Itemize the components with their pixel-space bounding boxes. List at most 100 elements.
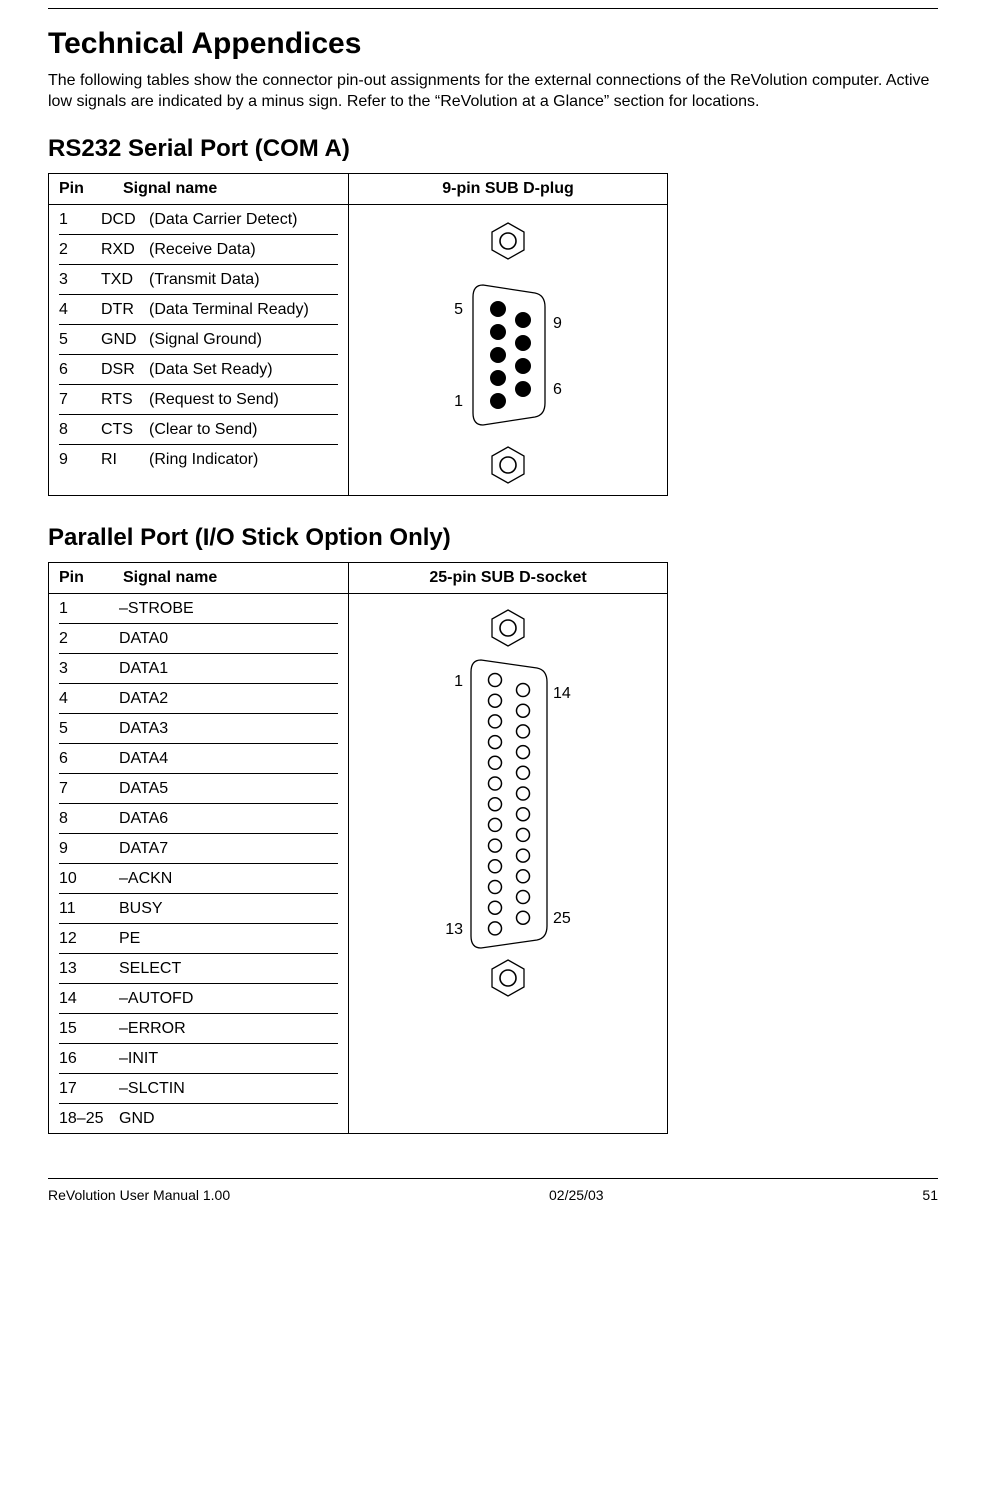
parallel-hdr-signal: Signal name [123, 569, 338, 587]
pin-num: 16 [59, 1050, 119, 1068]
table-row: 10–ACKN [49, 864, 348, 893]
pin-num: 1 [59, 211, 101, 229]
pin-abbr: GND [101, 331, 149, 349]
table-row: 6DSR(Data Set Ready) [49, 355, 348, 384]
db25-lbl-13: 13 [445, 921, 463, 938]
pin-signal: –SLCTIN [119, 1080, 338, 1098]
intro-paragraph: The following tables show the connector … [48, 71, 938, 113]
rs232-hdr-signal: Signal name [123, 180, 338, 198]
table-row: 13SELECT [49, 954, 348, 983]
db25-lbl-25: 25 [553, 910, 571, 927]
pin-num: 6 [59, 361, 101, 379]
pin-desc: (Data Set Ready) [149, 361, 338, 379]
pin-signal: DATA0 [119, 630, 338, 648]
db9-lbl-5: 5 [454, 301, 463, 318]
pin-desc: (Request to Send) [149, 391, 338, 409]
rs232-hdr-diagram: 9-pin SUB D-plug [349, 174, 667, 204]
table-row: 4DTR(Data Terminal Ready) [49, 295, 348, 324]
pin-num: 7 [59, 391, 101, 409]
db25-lbl-14: 14 [553, 685, 571, 702]
pin-signal: –ACKN [119, 870, 338, 888]
table-row: 8CTS(Clear to Send) [49, 415, 348, 444]
table-row: 2RXD(Receive Data) [49, 235, 348, 264]
table-row: 17–SLCTIN [49, 1074, 348, 1103]
footer-left: ReVolution User Manual 1.00 [48, 1187, 230, 1203]
table-row: 7DATA5 [49, 774, 348, 803]
pin-num: 14 [59, 990, 119, 1008]
pin-signal: DATA7 [119, 840, 338, 858]
pin-desc: (Data Carrier Detect) [149, 211, 338, 229]
pin-abbr: RTS [101, 391, 149, 409]
pin-signal: SELECT [119, 960, 338, 978]
table-row: 3DATA1 [49, 654, 348, 683]
pin-num: 18–25 [59, 1110, 119, 1128]
pin-signal: DATA1 [119, 660, 338, 678]
table-row: 2DATA0 [49, 624, 348, 653]
pin-num: 7 [59, 780, 119, 798]
pin-abbr: DSR [101, 361, 149, 379]
table-row: 6DATA4 [49, 744, 348, 773]
pin-num: 6 [59, 750, 119, 768]
pin-signal: BUSY [119, 900, 338, 918]
table-row: 8DATA6 [49, 804, 348, 833]
pin-desc: (Signal Ground) [149, 331, 338, 349]
pin-abbr: CTS [101, 421, 149, 439]
pin-num: 13 [59, 960, 119, 978]
parallel-hdr-diagram: 25-pin SUB D-socket [349, 563, 667, 593]
table-row: 14–AUTOFD [49, 984, 348, 1013]
pin-signal: –AUTOFD [119, 990, 338, 1008]
pin-num: 10 [59, 870, 119, 888]
pin-abbr: TXD [101, 271, 149, 289]
pin-desc: (Receive Data) [149, 241, 338, 259]
pin-signal: DATA6 [119, 810, 338, 828]
pin-num: 2 [59, 241, 101, 259]
pin-signal: GND [119, 1110, 338, 1128]
parallel-heading: Parallel Port (I/O Stick Option Only) [48, 524, 938, 552]
pin-num: 3 [59, 660, 119, 678]
table-row: 3TXD(Transmit Data) [49, 265, 348, 294]
page-title: Technical Appendices [48, 27, 938, 61]
table-row: 5GND(Signal Ground) [49, 325, 348, 354]
table-row: 15–ERROR [49, 1014, 348, 1043]
table-row: 9DATA7 [49, 834, 348, 863]
pin-num: 11 [59, 900, 119, 918]
pin-num: 8 [59, 810, 119, 828]
pin-num: 17 [59, 1080, 119, 1098]
table-row: 1DCD(Data Carrier Detect) [49, 205, 348, 234]
parallel-table: Pin Signal name 25-pin SUB D-socket 1–ST… [48, 562, 668, 1134]
db25-lbl-1: 1 [454, 673, 463, 690]
pin-signal: –ERROR [119, 1020, 338, 1038]
pin-num: 2 [59, 630, 119, 648]
pin-desc: (Data Terminal Ready) [149, 301, 338, 319]
pin-num: 4 [59, 690, 119, 708]
page-footer: ReVolution User Manual 1.00 02/25/03 51 [48, 1178, 938, 1203]
pin-num: 9 [59, 840, 119, 858]
table-row: 1–STROBE [49, 594, 348, 623]
db9-lbl-6: 6 [553, 381, 562, 398]
pin-abbr: DCD [101, 211, 149, 229]
pin-num: 8 [59, 421, 101, 439]
pin-signal: PE [119, 930, 338, 948]
table-row: 12PE [49, 924, 348, 953]
pin-signal: DATA3 [119, 720, 338, 738]
pin-num: 12 [59, 930, 119, 948]
pin-num: 9 [59, 451, 101, 469]
pin-num: 3 [59, 271, 101, 289]
table-row: 16–INIT [49, 1044, 348, 1073]
table-row: 18–25GND [49, 1104, 348, 1133]
footer-center: 02/25/03 [549, 1187, 604, 1203]
rs232-heading: RS232 Serial Port (COM A) [48, 135, 938, 163]
pin-signal: DATA4 [119, 750, 338, 768]
table-row: 11BUSY [49, 894, 348, 923]
table-row: 5DATA3 [49, 714, 348, 743]
footer-right: 51 [922, 1187, 938, 1203]
db9-lbl-1: 1 [454, 393, 463, 410]
db9-diagram: 5 1 9 6 [423, 215, 593, 495]
table-row: 9RI(Ring Indicator) [49, 445, 348, 474]
pin-num: 1 [59, 600, 119, 618]
table-row: 4DATA2 [49, 684, 348, 713]
rs232-hdr-pin: Pin [59, 180, 123, 198]
pin-num: 5 [59, 720, 119, 738]
pin-num: 15 [59, 1020, 119, 1038]
parallel-hdr-pin: Pin [59, 569, 123, 587]
